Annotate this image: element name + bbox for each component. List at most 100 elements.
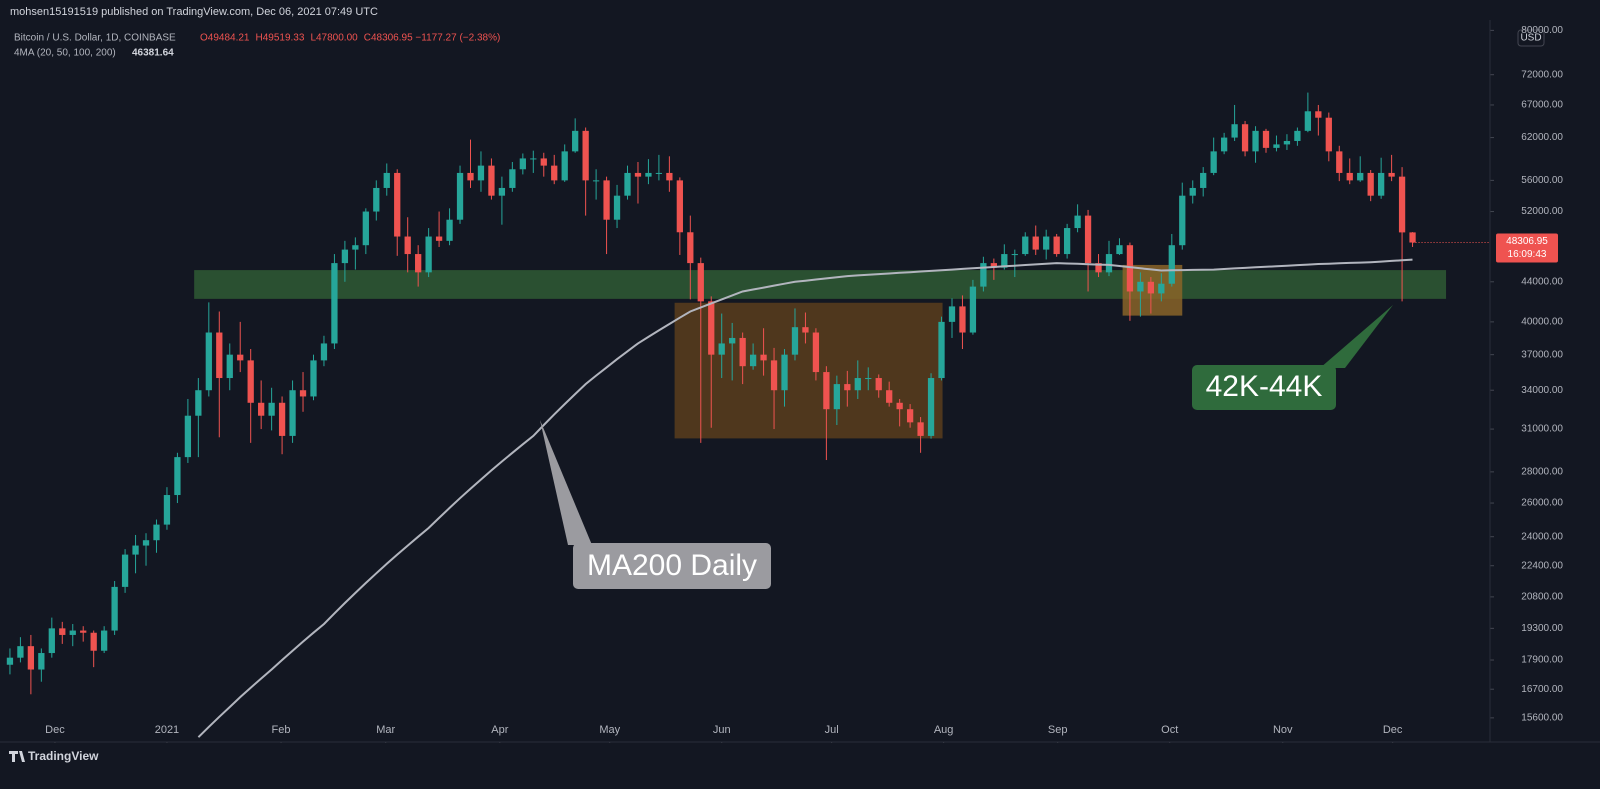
candle-body [1032,236,1039,250]
y-tick-label: 17900.00 [1521,655,1563,666]
candle-body [174,457,181,496]
indicator-name: 4MA (20, 50, 100, 200) [14,48,116,59]
candle-body [1001,254,1008,268]
price-tag-countdown: 16:09:43 [1508,249,1547,260]
candle-body [676,180,683,233]
candle-body [69,630,76,635]
y-tick-label: 16700.00 [1521,684,1563,695]
candle-body [1336,151,1343,173]
candle-body [687,232,694,264]
candle-body [258,402,265,416]
candle-body [1084,215,1092,264]
x-tick-label: Jul [825,724,839,736]
candle-body [572,130,579,152]
candle-body [205,332,212,391]
ohlc-value: H49519.33 [256,33,305,44]
candle-body [310,360,317,397]
candle-body [90,632,97,651]
candle-body [927,378,935,436]
ohlc-value: C48306.95 −1177.27 (−2.38%) [364,33,501,44]
candle-body [1179,195,1186,246]
candle-body [1063,228,1071,255]
callout-box [1192,365,1336,410]
candle-body [823,372,830,410]
y-tick-label: 62000.00 [1521,132,1563,143]
candle-body [938,321,945,379]
candle-body [906,409,914,423]
currency: USD [1520,33,1541,44]
candle-body [1095,263,1102,273]
candle-body [781,354,788,391]
annotation-zone: 42K-44K [1192,305,1393,410]
candle-body [519,158,526,170]
x-tick-label: Aug [934,724,954,736]
y-tick-label: 40000.00 [1521,317,1563,328]
y-tick-label: 72000.00 [1521,69,1563,80]
candle-body [551,165,558,181]
candle-body [59,628,66,635]
x-tick-label: Feb [272,724,291,736]
callout-box [573,543,771,589]
candle-body [749,354,757,367]
candle-body [195,390,202,416]
candle-body [1210,151,1217,173]
annotation-ma200: MA200 Daily [540,420,771,589]
brand: TradingView [9,749,99,763]
candle-body [886,390,893,403]
candle-body [603,180,610,220]
candle-body [812,332,820,373]
candle-body [969,286,977,333]
candle-body [959,306,966,333]
candle-body [1189,187,1196,196]
y-tick-label: 67000.00 [1521,100,1563,111]
candle-body [1398,176,1406,233]
candle-body [362,211,369,246]
brand-name: TradingView [28,749,99,763]
y-tick-label: 15600.00 [1521,713,1563,724]
candle-body [498,187,506,196]
candle-body [1367,172,1374,196]
candle-body [352,245,359,250]
candle-body [1357,172,1364,181]
candle-body [27,646,35,670]
x-tick-label: Mar [376,724,395,736]
candle-body [467,172,474,181]
candle-body [1304,111,1312,131]
callout-text: MA200 Daily [587,549,757,582]
candle-body [341,249,349,264]
candle-body [394,172,401,237]
candle-body [142,540,150,546]
candle-body [435,236,443,241]
range-box [674,302,943,439]
candle-body [446,219,453,241]
candle-body [17,646,24,658]
candle-body [718,343,725,355]
candle-body [456,172,464,220]
y-tick-label: 56000.00 [1521,175,1563,186]
ohlc-value: O49484.21 [200,33,250,44]
candle-body [121,554,129,587]
candle-body [268,402,275,416]
candle-body [1325,117,1332,152]
candle-body [184,415,192,458]
candle-body [425,236,432,273]
x-tick-label: May [599,724,620,736]
y-tick-label: 20800.00 [1521,592,1563,603]
currency-badge [1517,29,1545,47]
candle-body [132,545,139,555]
candle-body [1220,137,1228,152]
candle-body [697,263,704,302]
candle-body [624,172,631,196]
candle-body [613,195,621,220]
candle-body [770,360,778,391]
candle-body [1200,172,1207,188]
candle-body [6,657,14,665]
candle-body [1388,172,1395,177]
candle-body [101,630,108,651]
candle-body [1147,281,1155,294]
y-tick-label: 37000.00 [1521,349,1563,360]
x-tick-label: Sep [1048,724,1068,736]
indicator-value: 46381.64 [132,48,174,59]
candle-body [278,402,286,436]
candle-body [791,327,799,355]
